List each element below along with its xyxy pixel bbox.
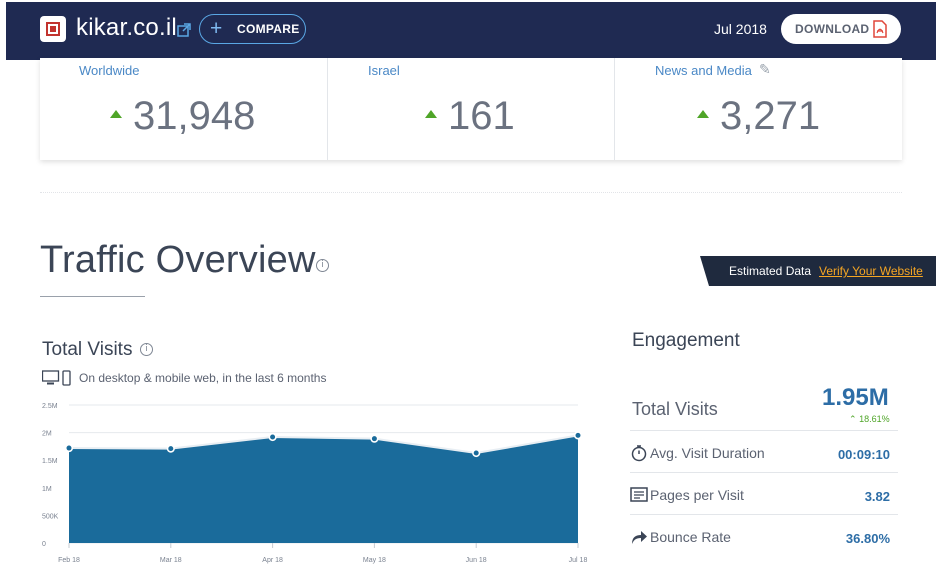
pdf-icon — [873, 20, 887, 38]
rank-card: Worldwide 31,948 Israel 161 News and Med… — [40, 58, 902, 160]
section-divider — [40, 192, 902, 193]
y-tick-label: 1.5M — [42, 458, 58, 465]
site-name: kikar.co.il — [76, 14, 177, 41]
rank-label[interactable]: Worldwide — [79, 63, 140, 78]
x-tick-label: Mar 18 — [160, 557, 182, 564]
pages-icon — [630, 487, 648, 502]
y-tick-label: 500K — [42, 513, 59, 520]
rank-value: 161 — [448, 94, 515, 138]
rank-worldwide: Worldwide 31,948 — [40, 58, 327, 160]
y-tick-label: 2.5M — [42, 403, 58, 410]
engagement-label: Pages per Visit — [650, 487, 744, 503]
engagement-title: Engagement — [632, 330, 740, 351]
engagement-row-bounce: Bounce Rate 36.80% — [630, 515, 898, 557]
visits-line — [68, 434, 579, 455]
engagement-label: Avg. Visit Duration — [650, 445, 765, 461]
stopwatch-icon — [631, 445, 647, 462]
date-label[interactable]: Jul 2018 — [714, 21, 767, 37]
x-tick-label: Jun 18 — [466, 557, 487, 564]
engagement-row-pages: Pages per Visit 3.82 — [630, 473, 898, 515]
info-icon[interactable]: i — [316, 259, 329, 272]
compare-button-label: COMPARE — [237, 22, 300, 36]
x-tick-label: May 18 — [363, 557, 386, 564]
compare-button[interactable]: + COMPARE — [199, 14, 306, 44]
engagement-total-visits-label: Total Visits — [632, 399, 718, 419]
y-tick-label: 2M — [42, 431, 52, 438]
rank-value: 3,271 — [720, 94, 821, 138]
total-visits-chart: 0 500K 1M 1.5M 2M 2.5M Feb 18 Mar 18 Apr 18 May 1… — [42, 403, 588, 564]
up-arrow-icon — [110, 110, 122, 118]
engagement-label: Bounce Rate — [650, 529, 731, 545]
title-underline — [40, 296, 145, 297]
up-arrow-icon — [697, 110, 709, 118]
bounce-arrow-icon — [632, 531, 647, 544]
visits-subtitle: On desktop & mobile web, in the last 6 m… — [79, 371, 327, 385]
rank-label[interactable]: Israel — [368, 63, 400, 78]
data-point[interactable] — [64, 443, 74, 453]
y-tick-label: 1M — [42, 486, 52, 493]
engagement-divider — [630, 429, 898, 431]
info-icon[interactable]: i — [140, 343, 153, 356]
visits-change-value: 18.61% — [859, 414, 890, 424]
engagement-value: 3.82 — [864, 489, 890, 504]
top-header-bar: kikar.co.il + COMPARE Jul 2018 DOWNLOAD — [6, 2, 936, 60]
engagement-row-duration: Avg. Visit Duration 00:09:10 — [630, 431, 898, 473]
page-title: Traffic Overview — [40, 239, 316, 281]
rank-label[interactable]: News and Media — [655, 63, 752, 78]
site-favicon-icon — [40, 16, 66, 42]
data-point[interactable] — [472, 448, 481, 458]
estimated-data-banner: Estimated Data Verify Your Website — [700, 256, 936, 286]
rank-country: Israel 161 — [327, 58, 614, 160]
x-tick-label: Jul 18 — [569, 557, 588, 564]
verify-website-link[interactable]: Verify Your Website — [819, 264, 923, 278]
x-tick-label: Apr 18 — [262, 557, 283, 564]
rank-value: 31,948 — [133, 94, 256, 138]
desktop-mobile-icon — [42, 370, 71, 386]
up-chevron-icon: ⌃ — [849, 414, 857, 424]
engagement-value: 36.80% — [845, 531, 890, 546]
engagement-total-visits-value: 1.95M — [822, 384, 889, 411]
total-visits-title: Total Visits — [42, 339, 133, 360]
visits-change-badge: ⌃ 18.61% — [849, 414, 890, 425]
download-button[interactable]: DOWNLOAD — [781, 14, 901, 44]
data-point[interactable] — [268, 432, 277, 442]
x-tick-label: Feb 18 — [58, 557, 80, 564]
visits-area — [69, 435, 578, 543]
external-link-icon[interactable] — [177, 23, 191, 37]
pencil-icon[interactable]: ✎ — [759, 62, 771, 78]
up-arrow-icon — [425, 110, 437, 118]
data-point[interactable] — [166, 444, 175, 453]
rank-category: News and Media ✎ 3,271 — [614, 58, 901, 160]
y-tick-label: 0 — [42, 541, 46, 548]
data-point[interactable] — [370, 434, 379, 443]
engagement-value: 00:09:10 — [837, 447, 890, 462]
estimated-data-label: Estimated Data — [729, 264, 812, 278]
download-button-label: DOWNLOAD — [795, 22, 870, 36]
plus-icon: + — [210, 17, 223, 40]
data-point[interactable] — [573, 431, 583, 440]
